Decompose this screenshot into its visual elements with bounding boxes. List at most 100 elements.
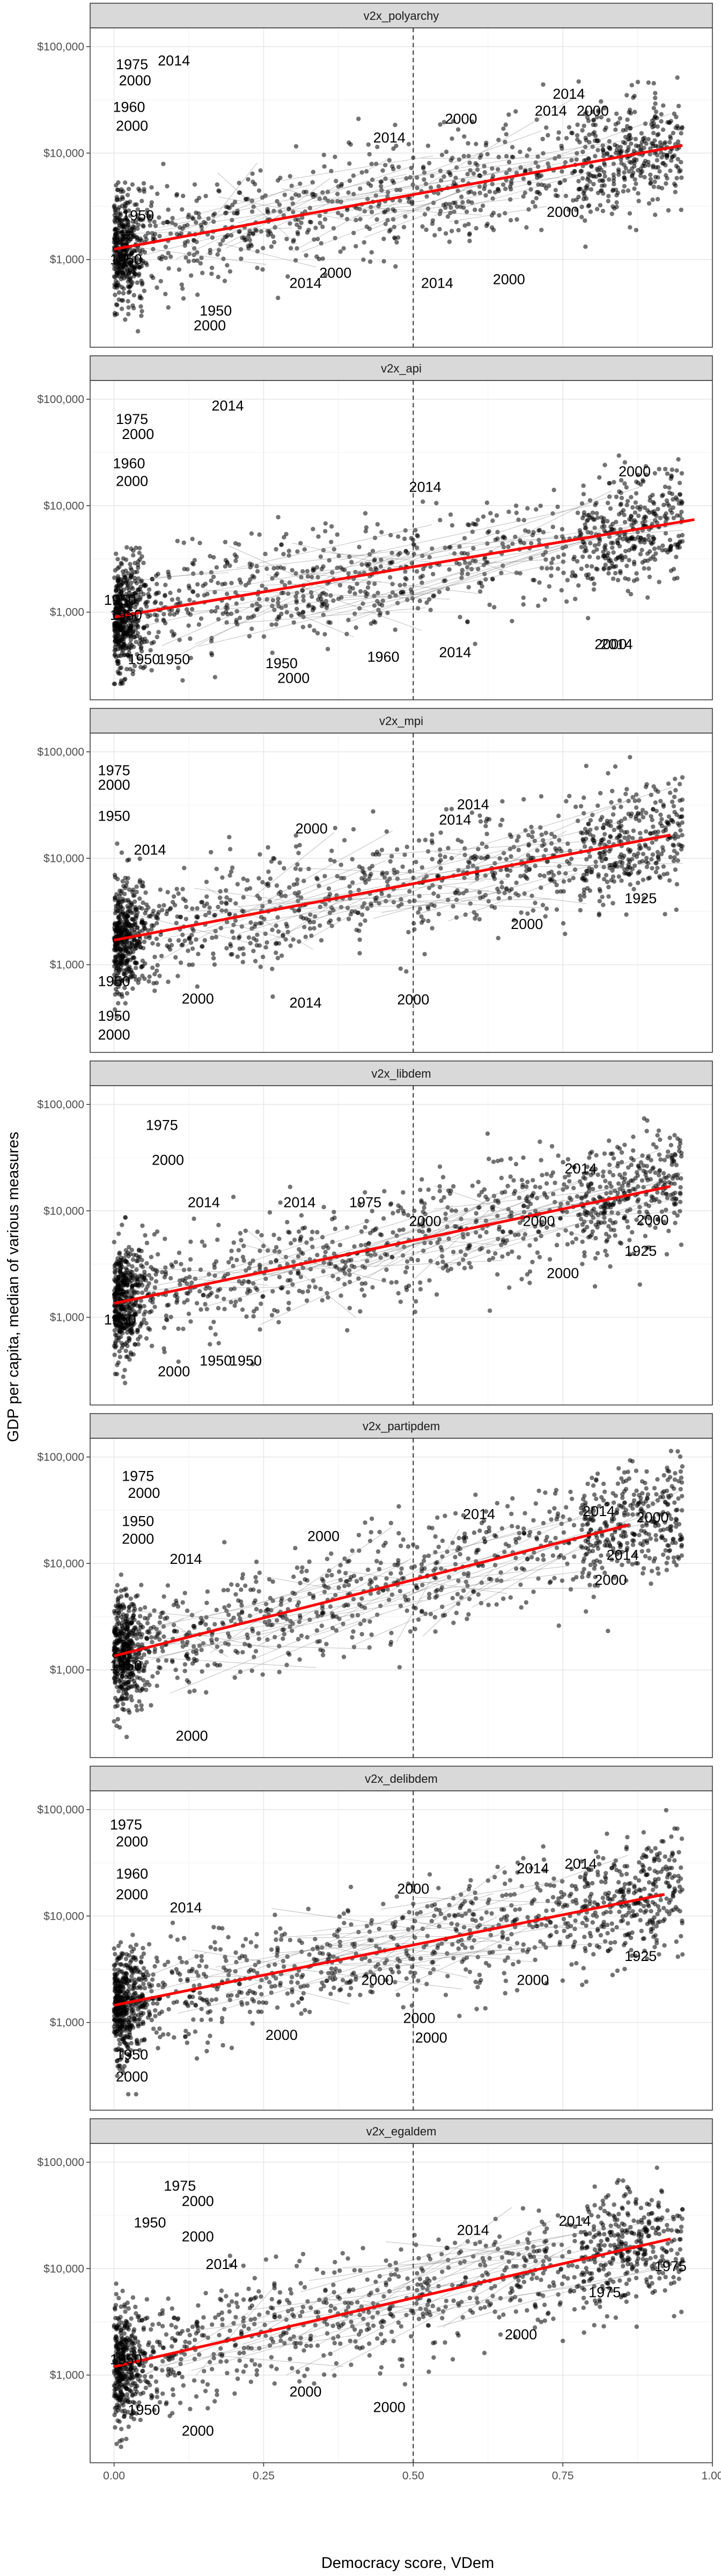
data-point bbox=[226, 1260, 231, 1265]
data-point bbox=[623, 792, 628, 796]
data-point bbox=[448, 512, 453, 517]
year-label: 1960 bbox=[113, 99, 145, 115]
data-point bbox=[557, 838, 562, 843]
data-point bbox=[295, 222, 299, 227]
data-point bbox=[666, 1149, 671, 1154]
data-point bbox=[192, 246, 197, 251]
data-point bbox=[477, 890, 482, 895]
y-tick-label: $1,000 bbox=[50, 254, 84, 266]
data-point bbox=[634, 228, 639, 232]
facet-strip bbox=[90, 3, 713, 28]
data-point bbox=[368, 567, 373, 572]
data-point bbox=[443, 854, 447, 859]
data-point bbox=[667, 538, 673, 543]
data-point bbox=[601, 550, 606, 554]
data-point bbox=[629, 160, 634, 165]
data-point bbox=[394, 847, 400, 852]
data-point bbox=[673, 189, 678, 194]
data-point bbox=[187, 251, 192, 257]
data-point bbox=[271, 240, 277, 245]
data-point bbox=[447, 239, 452, 244]
data-point bbox=[612, 806, 616, 810]
data-point bbox=[195, 582, 200, 587]
data-point bbox=[391, 146, 396, 151]
year-label: 2014 bbox=[409, 479, 442, 495]
data-point bbox=[561, 921, 566, 926]
data-point bbox=[136, 562, 141, 567]
data-point bbox=[297, 939, 301, 944]
trajectory-line bbox=[267, 178, 330, 224]
data-point bbox=[134, 965, 138, 970]
data-point bbox=[648, 146, 653, 151]
data-point bbox=[606, 771, 610, 776]
data-point bbox=[365, 585, 371, 590]
data-point bbox=[616, 120, 621, 125]
data-point bbox=[652, 138, 657, 143]
data-point bbox=[667, 120, 672, 126]
data-point bbox=[154, 618, 159, 623]
data-point bbox=[414, 860, 418, 865]
data-point bbox=[293, 594, 298, 599]
data-point bbox=[631, 559, 637, 565]
data-point bbox=[126, 897, 130, 903]
data-point bbox=[237, 946, 242, 952]
data-point bbox=[671, 804, 676, 809]
data-point bbox=[508, 218, 513, 223]
data-point bbox=[393, 122, 398, 127]
data-point bbox=[483, 824, 488, 829]
data-point bbox=[594, 826, 599, 831]
data-point bbox=[166, 569, 171, 574]
data-point bbox=[538, 873, 542, 878]
data-point bbox=[504, 153, 509, 159]
data-point bbox=[619, 878, 624, 883]
data-point bbox=[181, 540, 186, 545]
data-point bbox=[607, 481, 612, 486]
data-point bbox=[116, 261, 122, 266]
year-label: 2000 bbox=[619, 463, 651, 479]
data-point bbox=[370, 177, 375, 182]
data-point bbox=[143, 890, 148, 895]
data-point bbox=[616, 512, 622, 517]
data-point bbox=[590, 109, 595, 114]
data-point bbox=[465, 619, 470, 624]
data-point bbox=[255, 607, 260, 612]
data-point bbox=[678, 828, 683, 833]
data-point bbox=[529, 894, 534, 898]
data-point bbox=[500, 799, 505, 804]
data-point bbox=[146, 214, 152, 219]
data-point bbox=[419, 920, 424, 925]
data-point bbox=[246, 615, 251, 620]
data-point bbox=[238, 1297, 242, 1302]
data-point bbox=[438, 122, 443, 127]
data-point bbox=[597, 851, 602, 856]
data-point bbox=[571, 198, 576, 203]
data-point bbox=[164, 912, 169, 917]
data-point bbox=[653, 174, 658, 180]
data-point bbox=[161, 1326, 167, 1330]
data-point bbox=[536, 603, 541, 609]
data-point bbox=[668, 476, 673, 481]
data-point bbox=[609, 527, 614, 532]
data-point bbox=[264, 566, 269, 572]
data-point bbox=[256, 876, 261, 881]
y-tick-label: $100,000 bbox=[37, 41, 84, 53]
data-point bbox=[674, 513, 680, 518]
data-point bbox=[672, 843, 676, 848]
data-point bbox=[118, 653, 123, 658]
data-point bbox=[132, 233, 137, 238]
data-point bbox=[375, 144, 380, 149]
data-point bbox=[133, 663, 137, 669]
data-point bbox=[116, 180, 121, 185]
data-point bbox=[203, 194, 208, 199]
data-point bbox=[194, 220, 198, 225]
data-point bbox=[601, 903, 606, 908]
data-point bbox=[223, 235, 227, 239]
data-point bbox=[121, 924, 126, 930]
data-point bbox=[561, 879, 566, 884]
data-point bbox=[659, 119, 664, 124]
data-point bbox=[612, 206, 617, 211]
data-point bbox=[269, 244, 274, 249]
data-point bbox=[190, 589, 195, 594]
data-point bbox=[598, 203, 603, 208]
data-point bbox=[675, 75, 680, 80]
